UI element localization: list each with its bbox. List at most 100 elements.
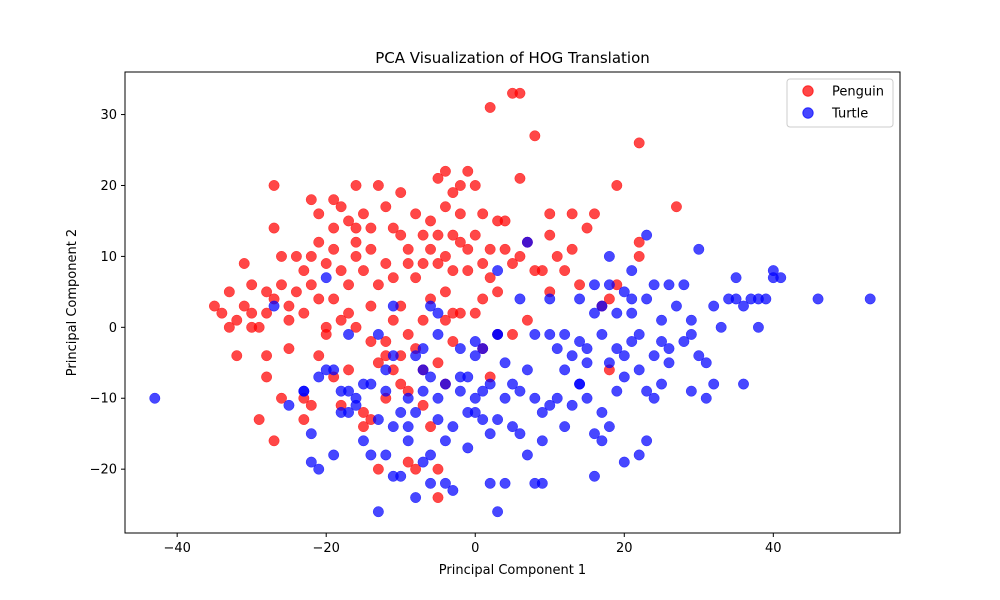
scatter-point-turtle	[447, 484, 459, 496]
scatter-point-turtle	[566, 399, 578, 411]
scatter-point-turtle	[484, 428, 496, 440]
scatter-point-penguin	[358, 406, 369, 418]
scatter-point-penguin	[365, 300, 377, 312]
scatter-point-turtle	[372, 328, 384, 340]
y-tick-label: 30	[100, 108, 117, 123]
scatter-point-turtle	[343, 385, 355, 397]
scatter-point-turtle	[685, 385, 697, 397]
scatter-point-penguin	[298, 307, 310, 319]
legend-label-turtle: Turtle	[831, 107, 868, 122]
scatter-point-penguin	[514, 172, 526, 184]
scatter-point-penguin	[544, 229, 556, 241]
scatter-point-turtle	[343, 406, 355, 418]
scatter-point-turtle	[536, 406, 548, 418]
scatter-point-penguin	[313, 208, 325, 220]
scatter-point-penguin	[670, 201, 682, 213]
scatter-point-turtle	[432, 328, 444, 340]
scatter-point-turtle	[536, 435, 548, 447]
legend: Penguin Turtle	[786, 78, 894, 128]
scatter-point-penguin	[305, 250, 317, 262]
scatter-point-turtle	[410, 492, 422, 503]
scatter-point-turtle	[514, 428, 526, 440]
scatter-point-penguin	[380, 201, 392, 213]
scatter-point-penguin	[380, 336, 392, 347]
scatter-point-turtle	[738, 378, 749, 390]
scatter-point-penguin	[335, 314, 347, 326]
y-tick-label: −20	[90, 463, 117, 478]
scatter-point-penguin	[439, 165, 451, 177]
scatter-point-penguin	[454, 180, 466, 191]
scatter-point-turtle	[529, 392, 541, 404]
scatter-point-turtle	[603, 421, 615, 433]
scatter-point-penguin	[402, 258, 414, 269]
scatter-point-penguin	[372, 279, 384, 291]
scatter-point-penguin	[402, 328, 414, 340]
scatter-point-turtle	[760, 293, 772, 305]
scatter-point-turtle	[633, 364, 645, 376]
scatter-point-penguin	[276, 279, 287, 291]
scatter-point-turtle	[492, 414, 504, 425]
scatter-point-turtle	[425, 371, 436, 383]
scatter-point-turtle	[439, 435, 451, 447]
scatter-point-penguin	[328, 194, 340, 206]
scatter-point-turtle	[149, 392, 161, 404]
scatter-point-penguin	[432, 492, 444, 503]
scatter-point-penguin	[417, 258, 429, 269]
scatter-point-penguin	[417, 314, 429, 326]
scatter-point-turtle	[685, 314, 697, 326]
scatter-point-penguin	[432, 357, 444, 369]
scatter-point-penguin	[477, 208, 489, 220]
scatter-point-turtle	[551, 343, 563, 355]
scatter-point-penguin	[320, 258, 332, 269]
scatter-point-penguin	[343, 215, 355, 227]
scatter-point-penguin	[320, 321, 332, 333]
scatter-point-penguin	[238, 258, 250, 269]
scatter-point-turtle	[574, 336, 586, 347]
scatter-point-penguin	[343, 279, 355, 291]
scatter-point-penguin	[335, 201, 347, 213]
y-tick-label: 20	[100, 179, 117, 194]
scatter-point-turtle	[596, 328, 608, 340]
scatter-point-turtle	[670, 300, 682, 312]
scatter-point-turtle	[544, 293, 556, 305]
scatter-point-turtle	[663, 343, 675, 355]
scatter-point-turtle	[648, 392, 660, 404]
scatter-point-penguin	[387, 222, 399, 234]
scatter-point-penguin	[425, 243, 436, 255]
scatter-point-penguin	[581, 222, 593, 234]
scatter-point-turtle	[425, 300, 436, 312]
scatter-point-turtle	[626, 336, 638, 347]
scatter-point-penguin	[417, 399, 429, 411]
scatter-point-penguin	[395, 187, 407, 199]
scatter-point-turtle	[454, 385, 466, 397]
x-tick-label: 0	[471, 541, 479, 556]
scatter-point-penguin	[246, 279, 258, 291]
scatter-point-turtle	[559, 421, 571, 433]
scatter-point-turtle	[618, 371, 630, 383]
scatter-point-turtle	[678, 279, 690, 291]
scatter-point-turtle	[656, 378, 667, 390]
scatter-point-penguin	[484, 243, 496, 255]
scatter-point-penguin	[358, 265, 369, 277]
scatter-point-turtle	[589, 279, 600, 291]
scatter-point-turtle	[618, 350, 630, 362]
y-axis: −20 −10 0 10 20 30	[90, 108, 125, 478]
scatter-point-turtle	[708, 378, 720, 390]
scatter-point-turtle	[589, 470, 600, 482]
scatter-point-penguin	[417, 229, 429, 241]
scatter-point-turtle	[648, 350, 660, 362]
scatter-point-turtle	[775, 272, 787, 284]
scatter-point-turtle	[425, 477, 436, 489]
scatter-point-turtle	[298, 385, 310, 397]
scatter-point-penguin	[223, 286, 235, 298]
scatter-point-penguin	[447, 265, 459, 277]
scatter-point-turtle	[521, 449, 533, 461]
scatter-point-turtle	[432, 414, 444, 425]
scatter-point-turtle	[618, 286, 630, 298]
scatter-point-penguin	[499, 243, 511, 255]
scatter-point-penguin	[231, 350, 243, 362]
scatter-point-penguin	[603, 293, 615, 305]
scatter-point-penguin	[439, 314, 451, 326]
scatter-point-turtle	[514, 293, 526, 305]
scatter-point-turtle	[581, 357, 593, 369]
